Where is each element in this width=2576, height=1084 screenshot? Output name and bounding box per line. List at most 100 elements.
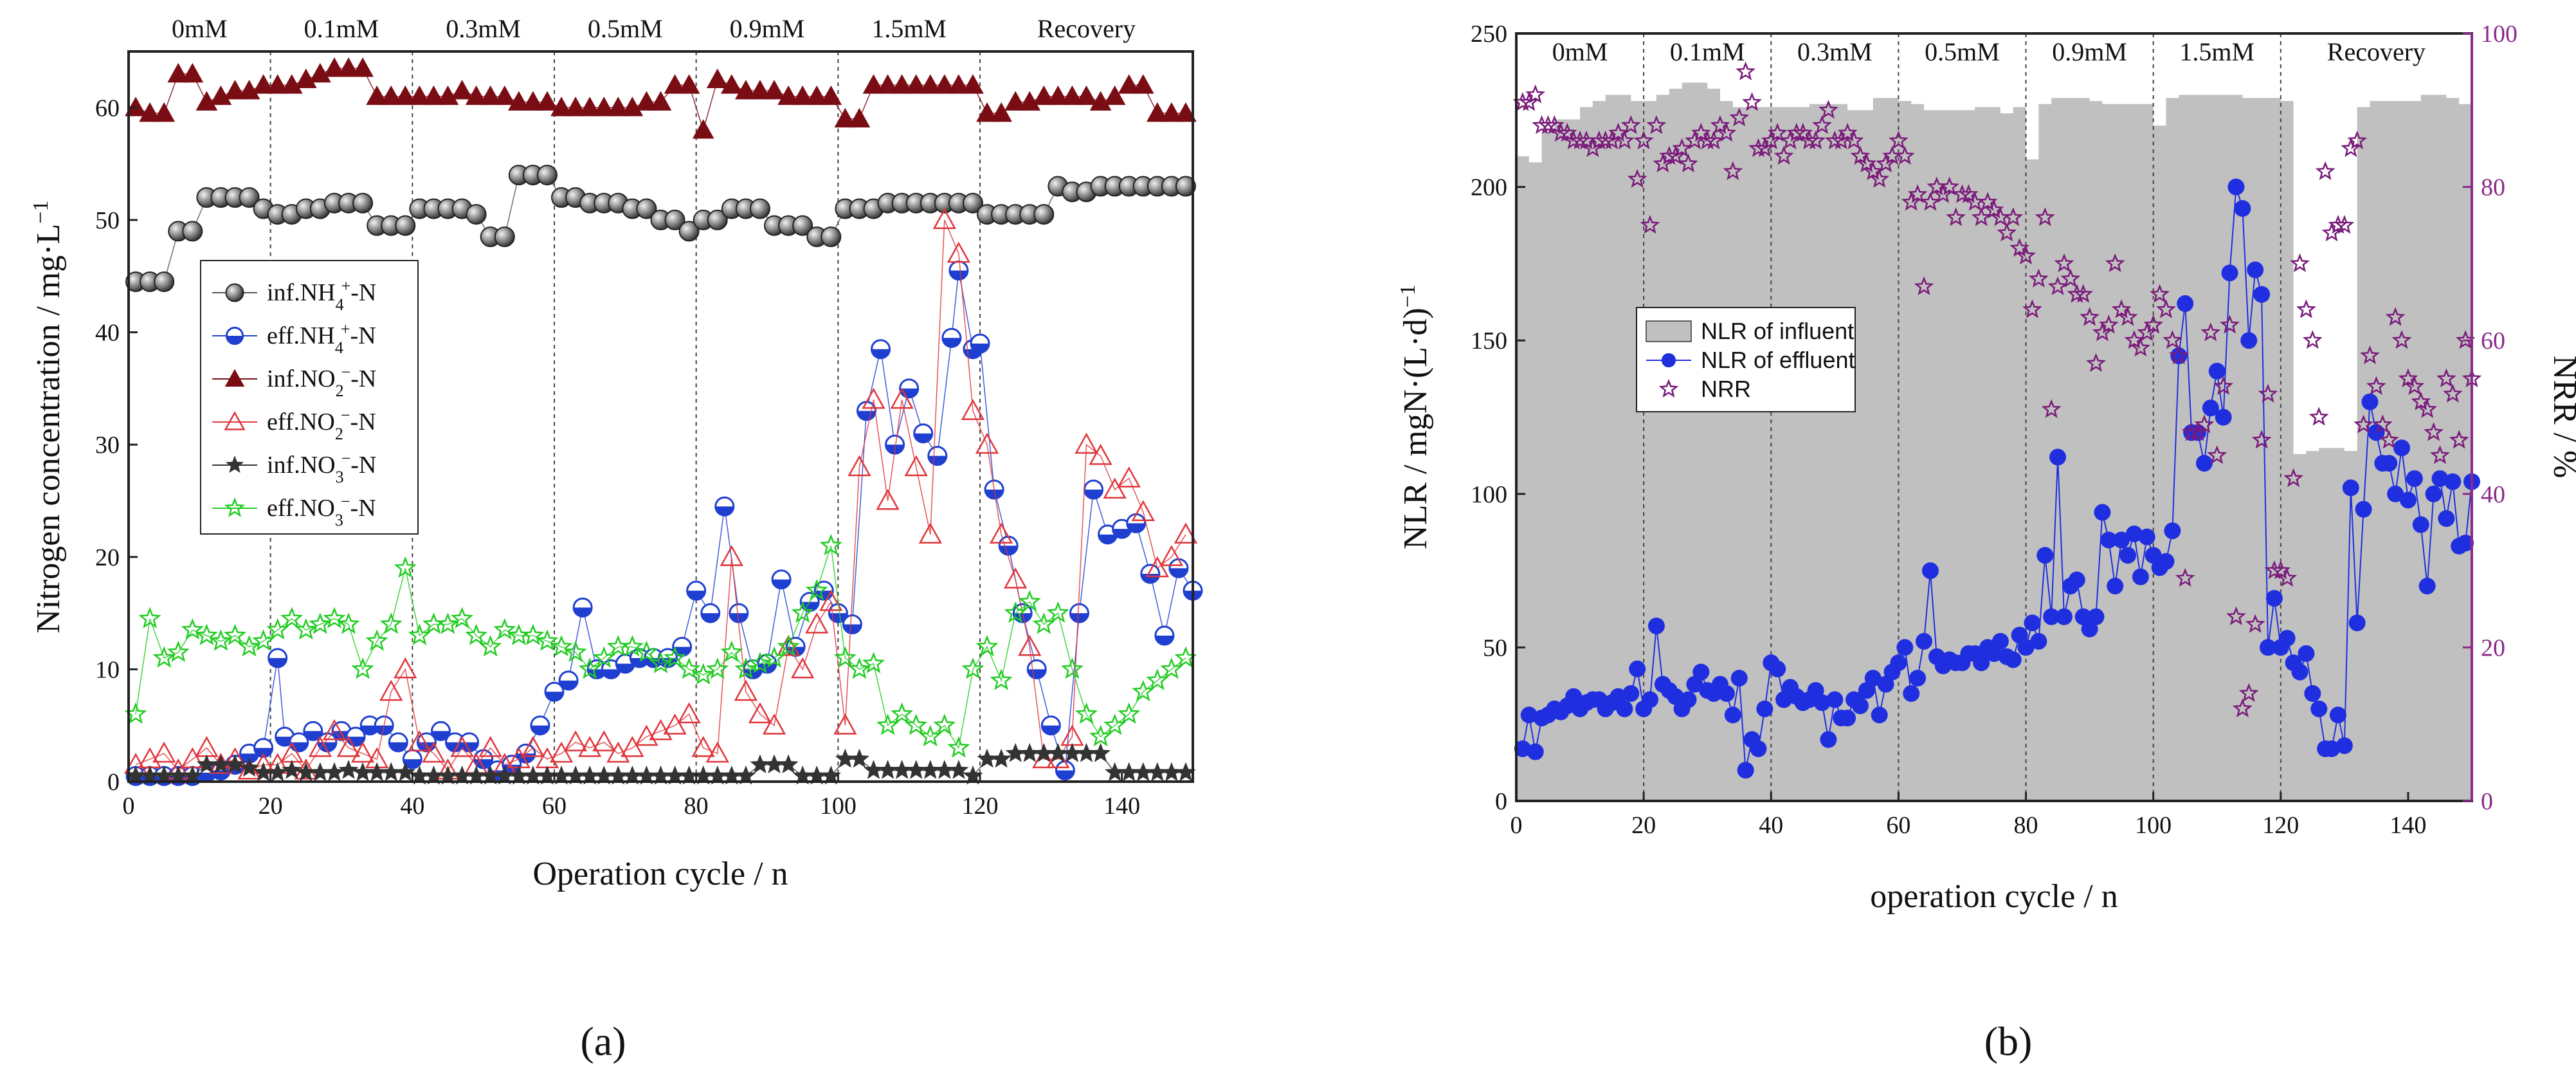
data-point — [1616, 700, 1633, 717]
data-point-fill — [254, 748, 273, 757]
data-point — [1991, 632, 2009, 650]
data-point — [2449, 430, 2469, 449]
data-point — [182, 765, 203, 785]
x-tick-label: 20 — [1631, 812, 1656, 839]
data-point — [919, 724, 942, 747]
data-point-fill — [531, 725, 549, 735]
data-point-fill — [729, 613, 748, 623]
data-point — [664, 209, 685, 230]
data-point — [871, 339, 891, 360]
legend-marker — [1658, 378, 1679, 398]
data-point — [1889, 130, 1909, 150]
x-tick-label: 0 — [123, 793, 135, 820]
data-point — [2163, 330, 2182, 349]
data-point — [592, 646, 615, 668]
data-point-fill — [1098, 534, 1117, 544]
data-point — [762, 713, 786, 735]
data-point — [2168, 345, 2189, 365]
data-point — [2202, 400, 2219, 417]
data-point — [2404, 376, 2425, 395]
data-point — [1160, 657, 1183, 679]
data-point — [842, 614, 862, 635]
data-point — [706, 68, 729, 88]
data-point — [2298, 645, 2315, 662]
legend-a: inf.NH4+-Neff.NH4+-Ninf.NO2−-Neff.NO2−-N… — [200, 260, 419, 535]
legend-sub: 4 — [336, 295, 344, 314]
legend-suffix: -N — [350, 365, 376, 392]
data-point — [565, 96, 586, 116]
phase-label: 0.9mM — [730, 14, 805, 43]
data-point — [918, 522, 942, 544]
data-point — [1653, 153, 1673, 172]
data-point — [1646, 115, 1667, 134]
data-point — [2381, 455, 2398, 472]
data-point — [835, 748, 855, 768]
data-point — [1557, 122, 1577, 142]
phase-label: 0.1mM — [1670, 37, 1745, 66]
data-point — [1132, 679, 1155, 702]
phase-label: 0mM — [172, 14, 228, 43]
legend-label: eff.NO2−-N — [267, 406, 376, 443]
data-point — [564, 640, 587, 663]
data-point — [507, 91, 530, 111]
data-point — [2393, 439, 2411, 457]
data-point — [1703, 130, 1724, 150]
data-point — [303, 721, 323, 741]
data-point — [1545, 115, 1565, 134]
data-point — [961, 399, 985, 420]
influent-area-b — [1516, 82, 2472, 801]
data-point-fill — [1056, 770, 1075, 780]
data-point — [1075, 702, 1098, 724]
data-point — [863, 760, 884, 779]
data-point — [1168, 558, 1189, 578]
x-tick-label: 100 — [2135, 812, 2172, 839]
data-point — [792, 85, 814, 106]
data-point — [1018, 634, 1042, 656]
data-point — [2054, 253, 2074, 272]
data-point-fill — [687, 591, 705, 600]
data-point — [2100, 531, 2118, 549]
data-point — [2387, 485, 2404, 502]
data-point — [821, 226, 842, 248]
data-point — [2360, 345, 2380, 365]
data-point — [2323, 740, 2341, 757]
data-point — [2074, 608, 2092, 625]
x-ticks-b: 0 20 40 60 80 100 120 140 — [1510, 792, 2426, 839]
data-point — [493, 85, 516, 106]
data-point — [252, 629, 275, 651]
data-point — [337, 612, 360, 634]
data-point — [1527, 743, 1544, 760]
data-point-fill — [389, 742, 408, 751]
data-point — [1060, 657, 1084, 679]
data-point-fill — [1084, 490, 1103, 499]
data-point — [649, 91, 672, 111]
data-point — [1820, 731, 1837, 748]
data-point — [1520, 706, 1537, 724]
data-point — [2213, 376, 2234, 395]
data-point — [578, 657, 601, 679]
data-point — [2398, 368, 2418, 387]
data-point — [352, 762, 373, 782]
data-point — [975, 635, 999, 657]
series-line — [135, 546, 1186, 749]
legend-swatch — [1646, 320, 1692, 342]
x-ticks-a: 0 20 40 60 80 100 120 140 — [123, 773, 1140, 820]
data-point — [748, 652, 772, 674]
phase-label: 1.5mM — [2179, 37, 2254, 66]
data-point — [266, 618, 289, 640]
data-point — [530, 715, 550, 736]
data-point — [1005, 742, 1026, 762]
data-point — [2181, 422, 2202, 441]
data-point — [1916, 632, 1933, 650]
data-point — [2105, 253, 2125, 272]
data-point — [1896, 639, 1914, 656]
data-point — [735, 80, 757, 100]
data-point — [295, 68, 317, 88]
data-point — [280, 74, 303, 94]
legend-sup: + — [341, 277, 351, 295]
data-point — [1126, 513, 1147, 533]
legend-sub: 2 — [335, 425, 343, 443]
legend-marker — [225, 326, 244, 345]
data-point — [1004, 567, 1028, 589]
data-point — [336, 736, 361, 757]
